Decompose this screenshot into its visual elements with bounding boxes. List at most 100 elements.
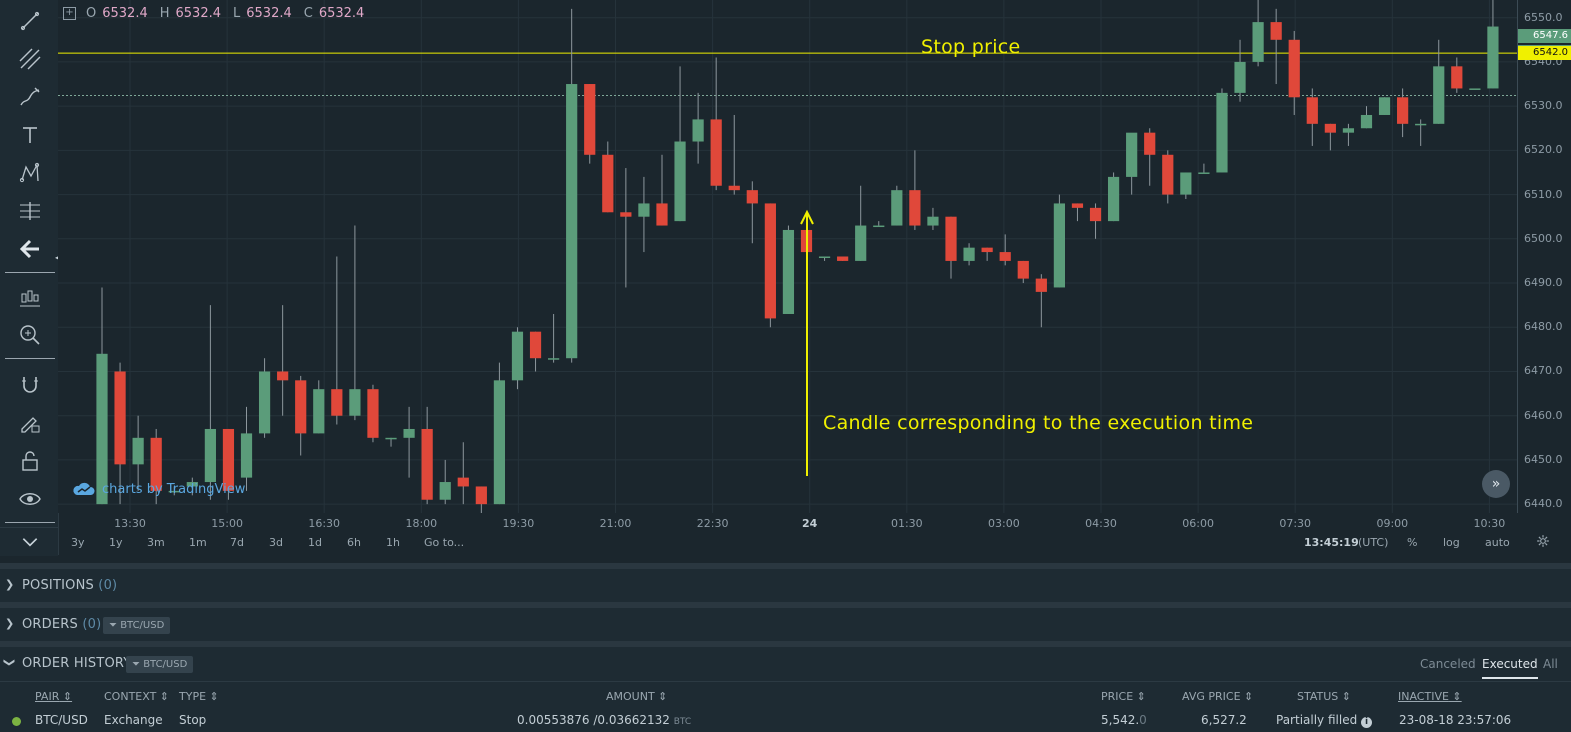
candles-icon[interactable]: [14, 285, 46, 311]
price-axis[interactable]: 6550.0 6540.0 6530.0 6520.0 6510.0 6500.0 6490…: [1517, 0, 1571, 513]
col-pair[interactable]: PAIR ⇕: [35, 690, 73, 703]
measure-icon[interactable]: [14, 198, 46, 224]
auto-toggle[interactable]: auto: [1485, 536, 1510, 549]
candle-down: [475, 486, 487, 505]
candle-down: [728, 185, 740, 191]
candle-down: [999, 252, 1011, 261]
row-pair[interactable]: BTC/USD: [35, 713, 88, 727]
toolbar-divider: [5, 272, 55, 273]
candle-up: [132, 437, 144, 465]
time-tick-label: 13:30: [114, 517, 146, 530]
col-status[interactable]: STATUS ⇕: [1297, 690, 1351, 703]
tab-executed[interactable]: Executed: [1482, 657, 1538, 679]
percent-toggle[interactable]: %: [1407, 536, 1418, 549]
ohlc-legend: + O 6532.4 H 6532.4 L 6532.4 C 6532.4: [63, 6, 370, 21]
fib-tool-icon[interactable]: [14, 46, 46, 72]
price-chart[interactable]: [58, 0, 1517, 513]
candle-up: [313, 389, 325, 434]
chevron-right-icon[interactable]: ❯: [5, 578, 15, 591]
pattern-icon[interactable]: [14, 160, 46, 186]
candle-up: [1415, 123, 1427, 126]
range-3m[interactable]: 3m: [147, 536, 165, 549]
candle-up: [168, 490, 180, 493]
range-7d[interactable]: 7d: [230, 536, 244, 549]
toolbar-expand-button[interactable]: [0, 527, 58, 556]
gear-icon[interactable]: [1536, 534, 1550, 551]
col-type[interactable]: TYPE ⇕: [179, 690, 219, 703]
brush-icon[interactable]: [14, 84, 46, 110]
toolbar-divider: [5, 358, 55, 359]
row-price-decimal: 0: [1139, 713, 1147, 727]
scroll-to-realtime-button[interactable]: »: [1482, 470, 1510, 498]
time-tick-label: 04:30: [1085, 517, 1117, 530]
col-context[interactable]: CONTEXT ⇕: [104, 690, 170, 703]
candle-up: [1198, 172, 1210, 174]
candle-down: [277, 371, 289, 381]
order-history-title[interactable]: ORDER HISTORY: [22, 656, 132, 671]
range-3y[interactable]: 3y: [71, 536, 85, 549]
tab-canceled[interactable]: Canceled: [1420, 657, 1476, 671]
candle-up: [818, 256, 831, 258]
execution-arrowhead: [800, 209, 814, 225]
range-1d[interactable]: 1d: [308, 536, 322, 549]
candle-down: [710, 119, 722, 186]
info-icon[interactable]: i: [1361, 717, 1373, 728]
open-value: 6532.4: [102, 6, 148, 21]
price-tick-label: 6450.0: [1524, 452, 1563, 466]
time-tick-label: 22:30: [696, 517, 729, 530]
col-inactive[interactable]: INACTIVE ⇕: [1398, 690, 1462, 703]
lock-icon[interactable]: [14, 448, 46, 474]
price-tick-label: 6480.0: [1524, 320, 1563, 334]
orders-panel[interactable]: ❯ ORDERS (0) ⏷ BTC/USD: [0, 608, 1571, 641]
history-filter-pill[interactable]: ⏷ BTC/USD: [126, 656, 194, 673]
candle-down: [331, 389, 343, 416]
range-6h[interactable]: 6h: [347, 536, 361, 549]
back-arrow-icon[interactable]: [14, 236, 46, 262]
candle-down: [1089, 207, 1102, 222]
expand-legend-icon[interactable]: +: [63, 7, 76, 20]
col-amount[interactable]: AMOUNT ⇕: [606, 690, 668, 703]
eye-icon[interactable]: [14, 486, 46, 512]
col-price[interactable]: PRICE ⇕: [1101, 690, 1146, 703]
candle-down: [656, 203, 668, 226]
candle-down: [295, 380, 307, 434]
candle-up: [873, 225, 885, 228]
candle-up: [1469, 88, 1481, 90]
range-1y[interactable]: 1y: [109, 536, 123, 549]
chevron-down-icon[interactable]: ❯: [3, 657, 17, 668]
timezone[interactable]: (UTC): [1358, 536, 1389, 549]
positions-panel[interactable]: ❯ POSITIONS (0): [0, 569, 1571, 602]
candle-down: [602, 154, 614, 213]
col-avg-price[interactable]: AVG PRICE ⇕: [1182, 690, 1254, 703]
price-tick-label: 6460.0: [1524, 408, 1563, 422]
candle-up: [638, 203, 650, 217]
orders-title[interactable]: ORDERS (0): [22, 617, 102, 632]
candle-up: [1487, 26, 1499, 89]
orders-filter-pill[interactable]: ⏷ BTC/USD: [103, 617, 171, 634]
range-1h[interactable]: 1h: [386, 536, 400, 549]
time-axis[interactable]: 13:30 15:00 16:30 18:00 19:30 21:00 22:30 24 01:…: [58, 513, 1517, 533]
tab-all[interactable]: All: [1543, 657, 1558, 671]
log-toggle[interactable]: log: [1443, 536, 1460, 549]
magnet-icon[interactable]: [14, 372, 46, 398]
candle-down: [1288, 39, 1300, 98]
clock: 13:45:19: [1304, 536, 1359, 549]
candle-down: [945, 216, 957, 261]
candle-down: [114, 371, 126, 465]
zoom-icon[interactable]: [14, 322, 46, 348]
trend-line-icon[interactable]: [14, 8, 46, 34]
candle-up: [855, 225, 867, 261]
text-icon[interactable]: [14, 122, 46, 148]
stop-price-annotation: Stop price: [921, 36, 1021, 58]
candlestick-chart[interactable]: [58, 0, 1517, 513]
goto-button[interactable]: Go to...: [424, 536, 465, 549]
range-3d[interactable]: 3d: [269, 536, 283, 549]
range-1m[interactable]: 1m: [189, 536, 207, 549]
pencil-lock-icon[interactable]: [14, 410, 46, 436]
candle-up: [258, 371, 271, 434]
positions-title[interactable]: POSITIONS (0): [22, 578, 118, 593]
candle-up: [493, 380, 506, 505]
chevron-right-icon[interactable]: ❯: [5, 617, 15, 630]
tradingview-watermark[interactable]: charts by TradingView: [72, 481, 245, 497]
